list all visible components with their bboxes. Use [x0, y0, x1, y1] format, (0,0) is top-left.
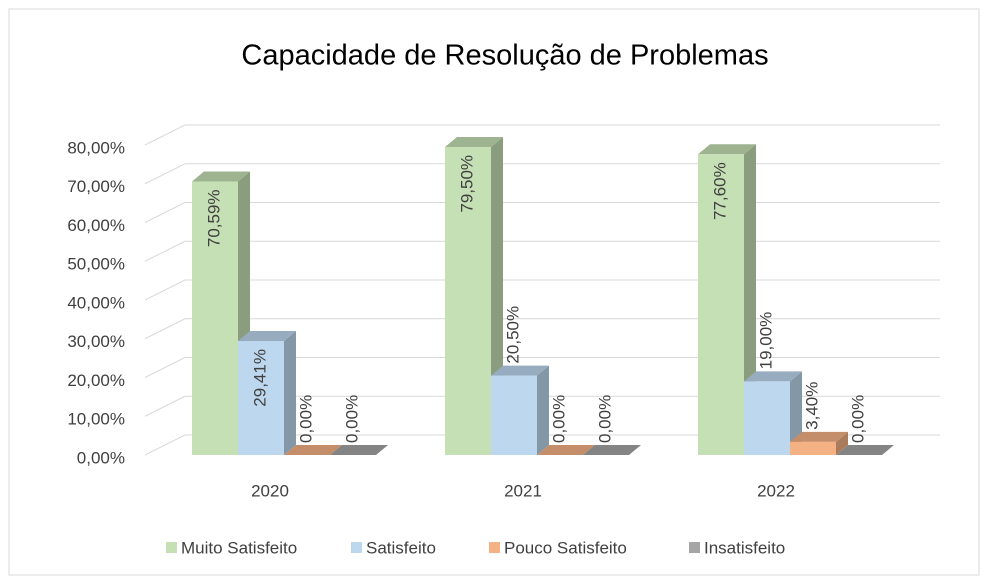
grid-wall-line — [144, 163, 186, 185]
bar — [192, 181, 238, 455]
bar-top — [192, 171, 250, 182]
data-label: 0,00% — [296, 395, 315, 443]
grid-wall-line — [144, 124, 186, 146]
grid-wall-line — [144, 240, 186, 262]
bar-top — [836, 445, 894, 455]
data-label: 3,40% — [802, 382, 821, 430]
data-label: 70,59% — [204, 189, 223, 247]
data-label: 0,00% — [848, 395, 867, 443]
legend-label: Insatisfeito — [704, 538, 785, 557]
y-tick-label: 40,00% — [67, 293, 125, 312]
legend-label: Muito Satisfeito — [181, 538, 297, 557]
y-tick-label: 0,00% — [77, 448, 125, 467]
grid-wall-line — [144, 202, 186, 223]
y-tick-label: 30,00% — [67, 332, 125, 351]
data-label: 0,00% — [595, 395, 614, 443]
bar-side — [790, 371, 802, 455]
y-tick-label: 70,00% — [67, 177, 125, 196]
x-tick-label: 2021 — [504, 481, 542, 500]
legend-swatch — [166, 542, 177, 553]
y-tick-label: 60,00% — [67, 216, 125, 235]
bar — [491, 375, 537, 455]
bar — [790, 441, 836, 455]
y-tick-label: 20,00% — [67, 371, 125, 390]
grid-wall-line — [144, 357, 186, 378]
bar-top — [790, 431, 848, 442]
bar — [698, 154, 744, 456]
legend-label: Pouco Satisfeito — [504, 538, 627, 557]
grid-wall-line — [144, 279, 186, 301]
bar — [445, 146, 491, 455]
bar-side — [537, 365, 549, 455]
grid-wall-line — [144, 318, 186, 340]
data-label: 29,41% — [250, 349, 269, 407]
x-tick-label: 2022 — [757, 481, 795, 500]
bar-top — [744, 371, 802, 382]
data-label: 0,00% — [549, 395, 568, 443]
bar-top — [537, 445, 595, 455]
x-tick-label: 2020 — [251, 481, 289, 500]
legend-swatch — [351, 542, 362, 553]
bar-side — [836, 431, 848, 455]
y-tick-label: 80,00% — [67, 138, 125, 157]
bar — [744, 381, 790, 455]
bar-top — [491, 365, 549, 376]
bar-top — [284, 445, 342, 455]
bar-top — [330, 445, 388, 455]
legend-swatch — [689, 542, 700, 553]
bar-side — [284, 331, 296, 455]
bar-top — [583, 445, 641, 455]
data-label: 20,50% — [503, 306, 522, 364]
grid-wall-line — [144, 395, 186, 417]
legend-swatch — [489, 542, 500, 553]
y-tick-label: 50,00% — [67, 255, 125, 274]
bar — [238, 341, 284, 455]
data-label: 0,00% — [342, 395, 361, 443]
legend-label: Satisfeito — [366, 538, 436, 557]
grid-wall-line — [144, 434, 186, 456]
y-tick-label: 10,00% — [67, 410, 125, 429]
data-label: 79,50% — [457, 155, 476, 213]
data-label: 77,60% — [710, 162, 729, 220]
bar-top — [445, 136, 503, 147]
data-label: 19,00% — [756, 312, 775, 370]
chart-title: Capacidade de Resolução de Problemas — [241, 40, 768, 72]
bar-top — [238, 331, 296, 342]
bar-top — [698, 144, 756, 155]
